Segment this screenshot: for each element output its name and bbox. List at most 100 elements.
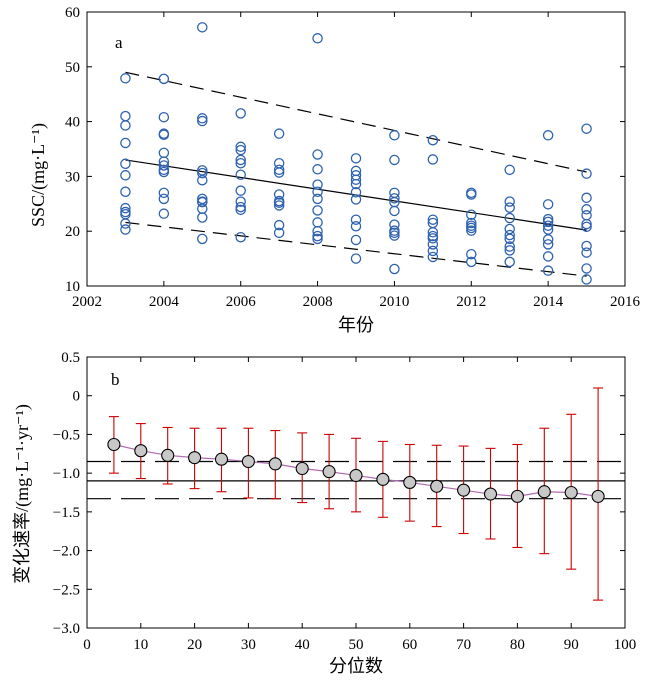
panel-b-x-tick-label: 10 <box>133 637 148 653</box>
panel-a-point <box>504 245 515 256</box>
panel-a-point <box>350 234 362 246</box>
panel-b-line-chart: 0 10 20 30 40 50 60 70 80 90 100 0.5 0 −0.5 −1.0 −1.5 −… <box>12 350 636 676</box>
panel-a-point <box>350 174 362 185</box>
panel-a-point <box>542 265 554 276</box>
panel-b-x-tick-label: 90 <box>564 637 579 653</box>
panel-a-point <box>389 230 400 241</box>
panel-a-point <box>542 251 554 262</box>
panel-a-x-tick-label: 2010 <box>379 294 409 310</box>
panel-a-point <box>312 230 323 242</box>
panel-a-point <box>504 223 515 235</box>
panel-a-point <box>273 189 285 200</box>
panel-a-data-points <box>120 22 592 285</box>
panel-a-point <box>273 167 285 178</box>
panel-a-plot-frame <box>86 11 626 287</box>
panel-b-point <box>591 489 605 503</box>
panel-a-y-tick-label: 20 <box>65 224 80 240</box>
panel-a-point <box>389 205 400 217</box>
panel-a-point <box>158 73 170 85</box>
panel-a-point <box>158 208 170 219</box>
panel-b-point <box>430 479 444 493</box>
panel-b-y-axis-label: 变化速率/(mg·L⁻¹·yr⁻¹) <box>12 404 33 584</box>
panel-a-scatter-chart: 2002 2004 2006 2008 2010 2012 2014 2016 10 20 30 4… <box>28 5 641 335</box>
panel-b-point <box>214 452 229 466</box>
panel-a-point <box>197 115 208 127</box>
panel-a-point <box>389 263 400 275</box>
panel-a-y-tick-label: 30 <box>65 169 80 185</box>
panel-b-x-tick-label: 30 <box>241 637 256 653</box>
panel-a-point <box>235 144 246 156</box>
panel-a-y-tick-label: 10 <box>65 279 80 295</box>
panel-a-point <box>581 210 592 221</box>
panel-b-point <box>510 489 524 503</box>
panel-b-point <box>322 465 336 479</box>
panel-a-point <box>350 221 362 232</box>
panel-a-point <box>197 113 208 124</box>
panel-a-point <box>389 193 400 204</box>
panel-a-point <box>312 233 323 245</box>
panel-a-x-ticks: 2002 2004 2006 2008 2010 2012 2014 2016 <box>72 12 641 310</box>
panel-a-bound-line <box>125 71 587 173</box>
panel-b-y-tick-label: −3.0 <box>53 621 80 637</box>
panel-a-point <box>312 33 323 44</box>
panel-b-x-tick-label: 20 <box>187 637 202 653</box>
panel-a-point <box>389 154 400 166</box>
panel-a-y-tick-label: 50 <box>65 60 80 76</box>
panel-a-point <box>466 222 477 234</box>
panel-b-point <box>537 485 551 499</box>
panel-a-y-axis-label: SSC/(mg·L⁻¹) <box>28 123 49 227</box>
panel-a-point <box>312 164 323 175</box>
panel-a-point <box>427 245 439 257</box>
panel-a-point <box>120 158 131 170</box>
panel-a-point <box>427 239 439 250</box>
panel-b-y-tick-label: −1.0 <box>53 466 80 482</box>
panel-a-point <box>466 209 477 221</box>
panel-a-point <box>542 220 554 231</box>
panel-a-point <box>120 224 131 235</box>
panel-a-x-tick-label: 2008 <box>303 294 333 310</box>
panel-a-point <box>581 240 592 252</box>
panel-a-point <box>542 234 554 245</box>
panel-a-point <box>504 229 515 241</box>
panel-a-point <box>312 186 323 197</box>
panel-a-point <box>235 201 246 213</box>
panel-a-point <box>542 224 554 235</box>
panel-a-point <box>273 164 285 176</box>
panel-a-point <box>312 205 323 216</box>
panel-a-point <box>581 274 592 285</box>
panel-b-x-tick-label: 40 <box>295 637 310 653</box>
panel-a-point <box>197 22 208 33</box>
panel-b-y-ticks: 0.5 0 −0.5 −1.0 −1.5 −2.0 −2.5 −3.0 <box>53 350 625 637</box>
panel-b-point <box>295 461 309 476</box>
panel-a-point <box>158 160 170 171</box>
panel-a-x-tick-label: 2006 <box>226 294 257 310</box>
panel-a-point <box>427 214 439 225</box>
panel-b-x-tick-label: 50 <box>349 637 364 653</box>
panel-b-label: b <box>111 370 120 389</box>
panel-a-point <box>581 192 592 204</box>
panel-a-point <box>542 213 554 225</box>
panel-b-y-tick-label: 0 <box>73 389 81 405</box>
panel-a-point <box>120 186 131 197</box>
panel-a-point <box>197 167 208 179</box>
panel-a-point <box>427 154 439 165</box>
panel-a-point <box>581 221 592 233</box>
panel-a-point <box>312 149 323 160</box>
panel-a-point <box>581 204 592 215</box>
panel-a-y-ticks: 10 20 30 40 50 60 <box>65 5 625 295</box>
panel-b-x-tick-label: 60 <box>402 637 417 653</box>
panel-b-x-axis-label: 分位数 <box>329 656 383 676</box>
panel-b-point <box>403 475 417 489</box>
panel-a-point <box>158 111 170 123</box>
panel-a-label: a <box>115 33 123 52</box>
panel-a-point <box>350 214 362 225</box>
panel-b-x-tick-label: 80 <box>510 637 525 653</box>
panel-b-point <box>188 451 202 465</box>
panel-a-point <box>581 247 592 258</box>
panel-a-point <box>312 217 323 228</box>
panel-b-x-tick-label: 70 <box>456 637 471 653</box>
panel-a-point <box>158 147 170 159</box>
panel-a-bound-line <box>125 221 587 277</box>
panel-a-point <box>235 231 246 243</box>
panel-a-point <box>466 225 477 236</box>
